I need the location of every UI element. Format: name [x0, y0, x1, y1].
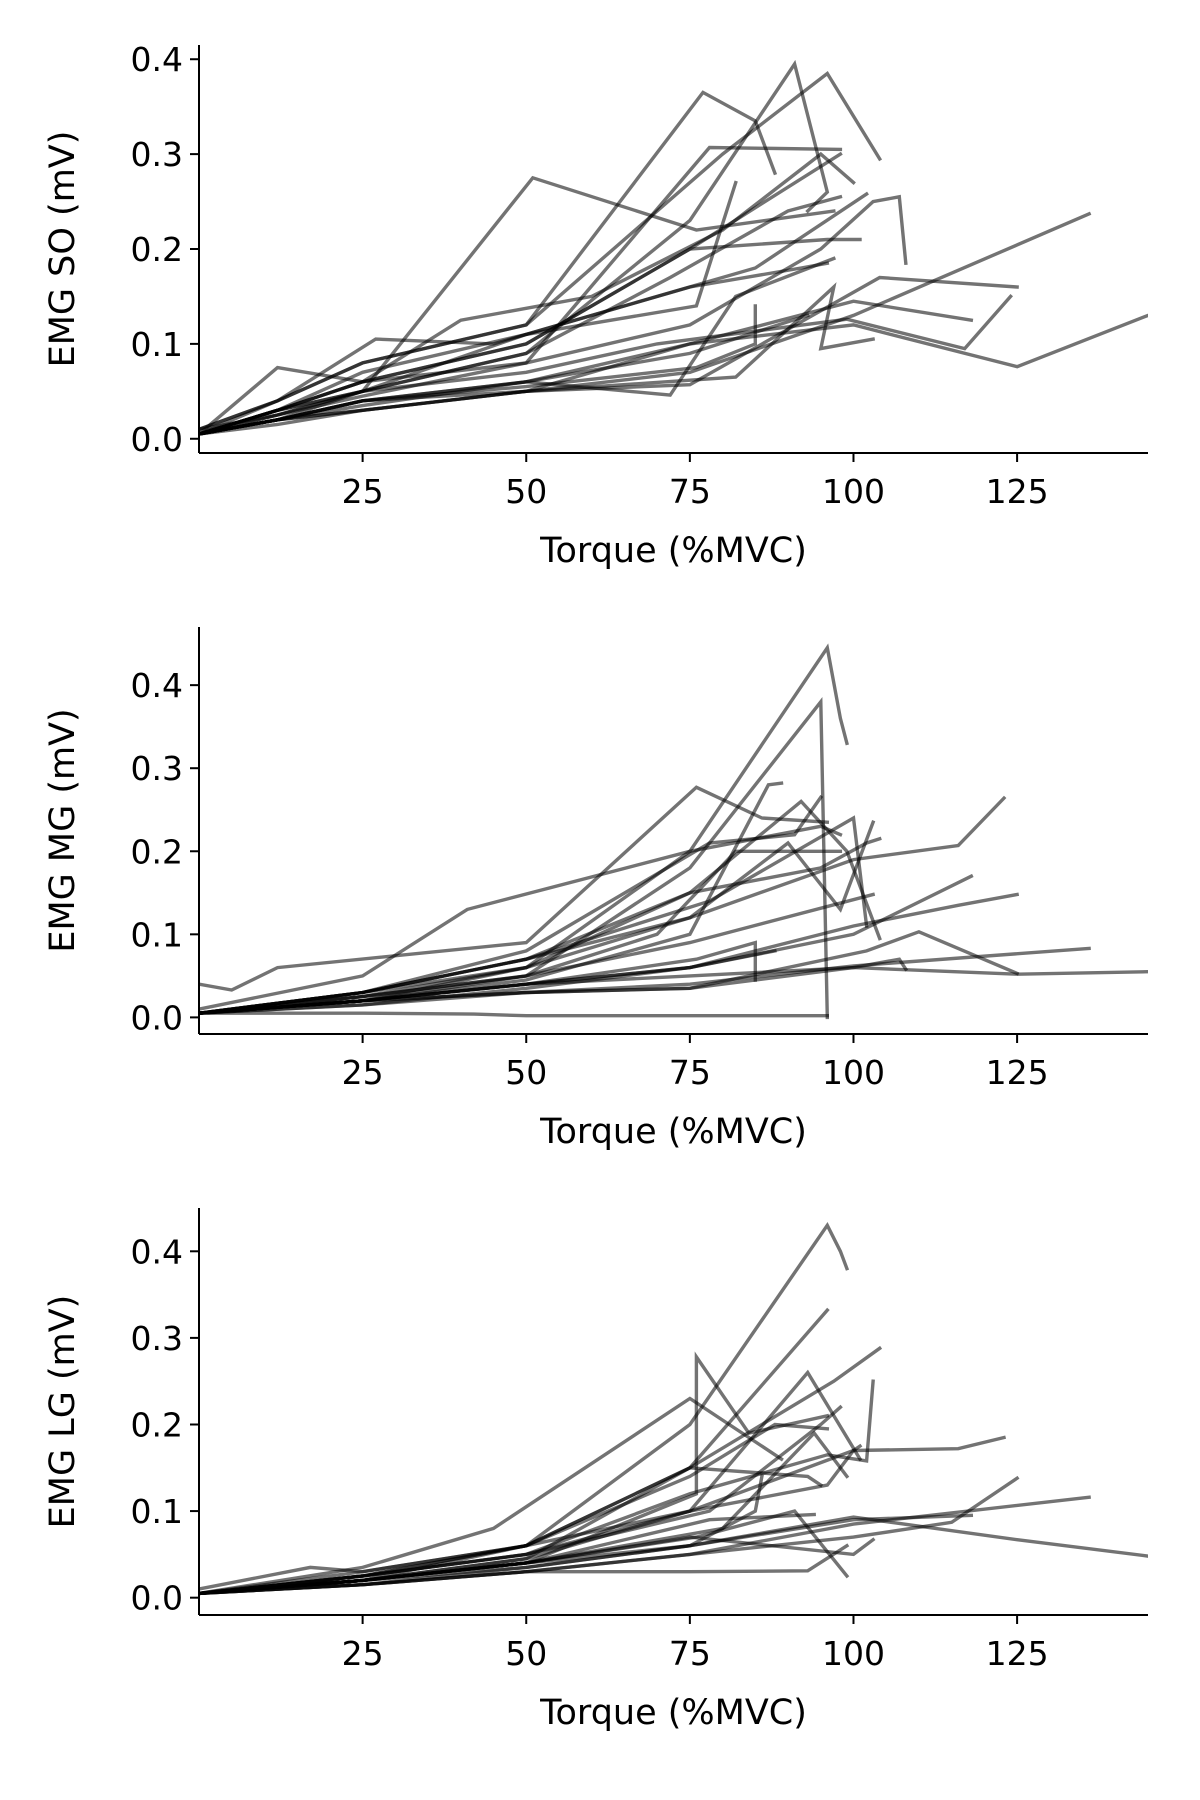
x-tick-label: 100 — [822, 472, 885, 511]
series-line-15 — [199, 191, 869, 432]
y-tick-label: 0.3 — [131, 135, 183, 174]
x-tick-label: 75 — [669, 1053, 711, 1092]
y-axis-label-so: EMG SO (mV) — [43, 131, 83, 368]
series-line-22 — [199, 1430, 850, 1596]
y-tick-label: 0.3 — [131, 1319, 183, 1358]
x-axis-label: Torque (%MVC) — [539, 1693, 807, 1733]
series-group — [199, 643, 1148, 1020]
x-tick-label: 50 — [505, 472, 547, 511]
x-tick-label: 25 — [342, 1634, 384, 1673]
y-axis-label-mg: EMG MG (mV) — [43, 708, 83, 952]
x-axis-label: Torque (%MVC) — [539, 1112, 807, 1152]
series-line-17 — [199, 194, 843, 436]
y-tick-label: 0.1 — [131, 915, 183, 954]
series-line-21 — [199, 1513, 974, 1596]
y-tick-label: 0.1 — [131, 325, 183, 364]
series-line-22 — [199, 849, 843, 1015]
series-line-5 — [199, 785, 830, 992]
series-line-22 — [199, 180, 738, 436]
y-tick-label: 0.0 — [131, 998, 183, 1037]
series-group — [199, 1221, 1148, 1596]
series-line-10 — [199, 151, 856, 437]
y-tick-label: 0.2 — [131, 832, 183, 871]
y-tick-label: 0.4 — [131, 666, 183, 705]
x-tick-label: 25 — [342, 472, 384, 511]
y-axis-label-lg: EMG LG (mV) — [43, 1295, 83, 1529]
x-tick-label: 75 — [669, 472, 711, 511]
x-tick-label: 50 — [505, 1634, 547, 1673]
subplot-emg-so: 25 50 75 100 125 0.0 0.1 0.2 0.3 0.4 Torque (%MVC)… — [43, 40, 1148, 571]
x-tick-label: 125 — [986, 1053, 1049, 1092]
y-tick-label: 0.2 — [131, 230, 183, 269]
series-line-14 — [199, 781, 784, 1015]
series-line-3 — [199, 90, 778, 436]
y-tick-label: 0.0 — [131, 1579, 183, 1618]
x-tick-label: 75 — [669, 1634, 711, 1673]
series-line-3 — [199, 1011, 829, 1018]
x-axis-label: Torque (%MVC) — [539, 531, 807, 571]
y-tick-label: 0.4 — [131, 40, 183, 79]
y-tick-label: 0.2 — [131, 1405, 183, 1444]
series-line-17 — [199, 948, 777, 1015]
x-tick-label: 100 — [822, 1053, 885, 1092]
y-tick-label: 0.3 — [131, 749, 183, 788]
series-line-11 — [199, 1396, 784, 1596]
x-tick-label: 125 — [986, 472, 1049, 511]
series-line-18 — [199, 957, 909, 1015]
x-tick-label: 50 — [505, 1053, 547, 1092]
subplot-emg-lg: 25 50 75 100 125 0.0 0.1 0.2 0.3 0.4 Torque (%MVC)… — [43, 1208, 1148, 1733]
series-line-3 — [199, 1351, 830, 1596]
series-line-21 — [199, 799, 882, 1015]
series-line-19 — [199, 1466, 824, 1596]
y-tick-label: 0.0 — [131, 420, 183, 459]
x-tick-label: 25 — [342, 1053, 384, 1092]
x-tick-label: 125 — [986, 1634, 1049, 1673]
series-line-20 — [199, 145, 843, 436]
subplot-emg-mg: 25 50 75 100 125 0.0 0.1 0.2 0.3 0.4 Torque (%MVC)… — [43, 627, 1148, 1152]
series-group — [199, 59, 1148, 437]
y-tick-label: 0.4 — [131, 1232, 183, 1271]
series-line-1 — [199, 1221, 850, 1596]
y-tick-label: 0.1 — [131, 1492, 183, 1531]
x-tick-label: 100 — [822, 1634, 885, 1673]
